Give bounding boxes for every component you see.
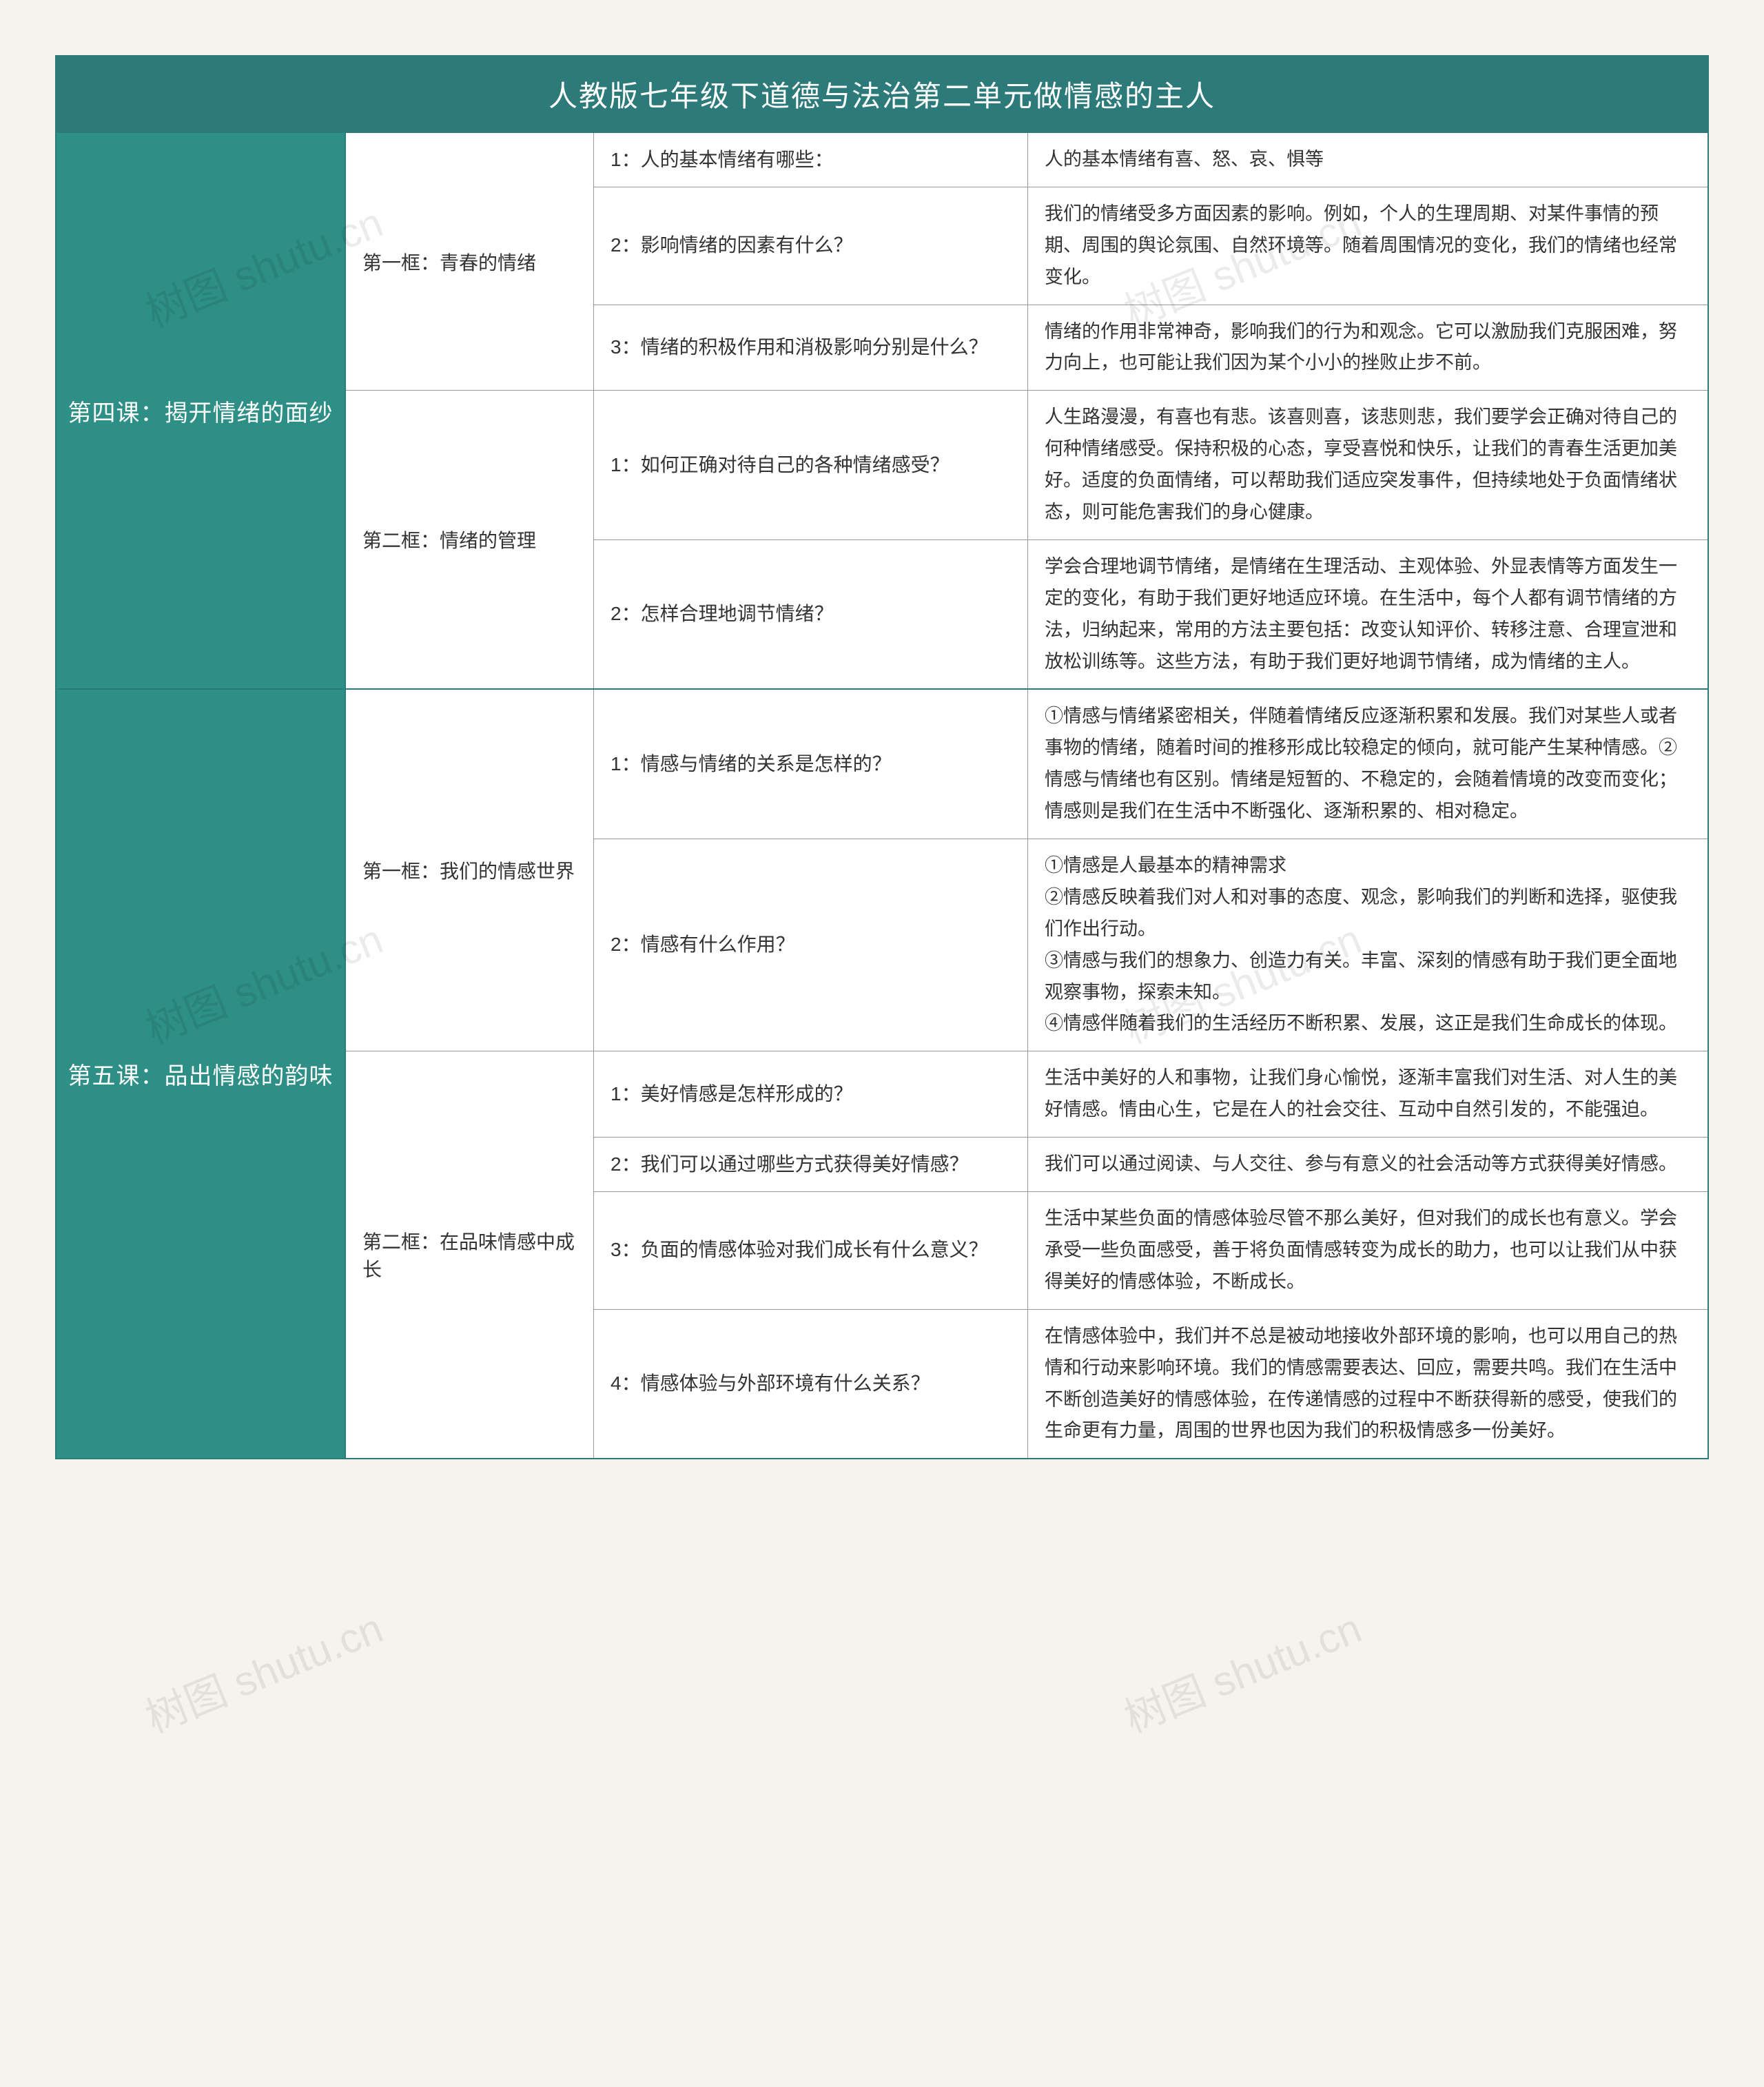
- question-cell: 3：负面的情感体验对我们成长有什么意义？: [594, 1192, 1028, 1309]
- page-wrap: 人教版七年级下道德与法治第二单元做情感的主人 第四课：揭开情绪的面纱第一框：青春…: [55, 55, 1709, 1459]
- qa-wrap: 1：情感与情绪的关系是怎样的？①情感与情绪紧密相关，伴随着情绪反应逐渐积累和发展…: [594, 690, 1707, 1051]
- qa-row: 2：怎样合理地调节情绪？学会合理地调节情绪，是情绪在生理活动、主观体验、外显表情…: [594, 539, 1707, 689]
- diagram-table: 人教版七年级下道德与法治第二单元做情感的主人 第四课：揭开情绪的面纱第一框：青春…: [55, 55, 1709, 1459]
- frames-wrap: 第一框：我们的情感世界1：情感与情绪的关系是怎样的？①情感与情绪紧密相关，伴随着…: [346, 690, 1707, 1458]
- answer-cell: 我们的情绪受多方面因素的影响。例如，个人的生理周期、对某件事情的预期、周围的舆论…: [1028, 187, 1707, 305]
- answer-cell: 生活中美好的人和事物，让我们身心愉悦，逐渐丰富我们对生活、对人生的美好情感。情由…: [1028, 1051, 1707, 1137]
- answer-cell: ①情感与情绪紧密相关，伴随着情绪反应逐渐积累和发展。我们对某些人或者事物的情绪，…: [1028, 690, 1707, 839]
- qa-row: 1：情感与情绪的关系是怎样的？①情感与情绪紧密相关，伴随着情绪反应逐渐积累和发展…: [594, 690, 1707, 839]
- question-cell: 4：情感体验与外部环境有什么关系？: [594, 1310, 1028, 1459]
- qa-row: 2：我们可以通过哪些方式获得美好情感？我们可以通过阅读、与人交往、参与有意义的社…: [594, 1137, 1707, 1191]
- question-cell: 2：我们可以通过哪些方式获得美好情感？: [594, 1138, 1028, 1191]
- question-cell: 1：如何正确对待自己的各种情绪感受？: [594, 391, 1028, 539]
- qa-row: 3：情绪的积极作用和消极影响分别是什么？情绪的作用非常神奇，影响我们的行为和观念…: [594, 305, 1707, 391]
- answer-cell: 在情感体验中，我们并不总是被动地接收外部环境的影响，也可以用自己的热情和行动来影…: [1028, 1310, 1707, 1459]
- frame-cell: 第二框：情绪的管理: [346, 391, 594, 688]
- answer-cell: 学会合理地调节情绪，是情绪在生理活动、主观体验、外显表情等方面发生一定的变化，有…: [1028, 540, 1707, 689]
- watermark: 树图 shutu.cn: [136, 1595, 391, 1745]
- frame-cell: 第一框：我们的情感世界: [346, 690, 594, 1051]
- qa-row: 3：负面的情感体验对我们成长有什么意义？生活中某些负面的情感体验尽管不那么美好，…: [594, 1191, 1707, 1309]
- frame-row: 第一框：我们的情感世界1：情感与情绪的关系是怎样的？①情感与情绪紧密相关，伴随着…: [346, 690, 1707, 1051]
- question-cell: 1：人的基本情绪有哪些：: [594, 133, 1028, 187]
- question-cell: 3：情绪的积极作用和消极影响分别是什么？: [594, 305, 1028, 391]
- qa-row: 2：影响情绪的因素有什么？我们的情绪受多方面因素的影响。例如，个人的生理周期、对…: [594, 187, 1707, 305]
- frame-cell: 第二框：在品味情感中成长: [346, 1051, 594, 1458]
- answer-cell: ①情感是人最基本的精神需求 ②情感反映着我们对人和对事的态度、观念，影响我们的判…: [1028, 839, 1707, 1051]
- question-cell: 2：影响情绪的因素有什么？: [594, 187, 1028, 305]
- qa-row: 1：美好情感是怎样形成的？生活中美好的人和事物，让我们身心愉悦，逐渐丰富我们对生…: [594, 1051, 1707, 1137]
- answer-cell: 人生路漫漫，有喜也有悲。该喜则喜，该悲则悲，我们要学会正确对待自己的何种情绪感受…: [1028, 391, 1707, 539]
- qa-row: 2：情感有什么作用？①情感是人最基本的精神需求 ②情感反映着我们对人和对事的态度…: [594, 839, 1707, 1051]
- question-cell: 2：情感有什么作用？: [594, 839, 1028, 1051]
- answer-cell: 人的基本情绪有喜、怒、哀、惧等: [1028, 133, 1707, 187]
- qa-wrap: 1：美好情感是怎样形成的？生活中美好的人和事物，让我们身心愉悦，逐渐丰富我们对生…: [594, 1051, 1707, 1458]
- frame-row: 第二框：情绪的管理1：如何正确对待自己的各种情绪感受？人生路漫漫，有喜也有悲。该…: [346, 390, 1707, 688]
- question-cell: 1：美好情感是怎样形成的？: [594, 1051, 1028, 1137]
- lesson-row: 第五课：品出情感的韵味第一框：我们的情感世界1：情感与情绪的关系是怎样的？①情感…: [57, 688, 1707, 1458]
- qa-wrap: 1：人的基本情绪有哪些：人的基本情绪有喜、怒、哀、惧等2：影响情绪的因素有什么？…: [594, 133, 1707, 390]
- lesson-row: 第四课：揭开情绪的面纱第一框：青春的情绪1：人的基本情绪有哪些：人的基本情绪有喜…: [57, 133, 1707, 688]
- answer-cell: 我们可以通过阅读、与人交往、参与有意义的社会活动等方式获得美好情感。: [1028, 1138, 1707, 1191]
- frames-wrap: 第一框：青春的情绪1：人的基本情绪有哪些：人的基本情绪有喜、怒、哀、惧等2：影响…: [346, 133, 1707, 688]
- watermark: 树图 shutu.cn: [1114, 1595, 1369, 1745]
- frame-row: 第一框：青春的情绪1：人的基本情绪有哪些：人的基本情绪有喜、怒、哀、惧等2：影响…: [346, 133, 1707, 390]
- qa-row: 4：情感体验与外部环境有什么关系？在情感体验中，我们并不总是被动地接收外部环境的…: [594, 1309, 1707, 1459]
- qa-wrap: 1：如何正确对待自己的各种情绪感受？人生路漫漫，有喜也有悲。该喜则喜，该悲则悲，…: [594, 391, 1707, 688]
- lesson-cell: 第五课：品出情感的韵味: [57, 690, 346, 1458]
- page-title: 人教版七年级下道德与法治第二单元做情感的主人: [57, 56, 1707, 133]
- frame-cell: 第一框：青春的情绪: [346, 133, 594, 390]
- question-cell: 1：情感与情绪的关系是怎样的？: [594, 690, 1028, 839]
- answer-cell: 生活中某些负面的情感体验尽管不那么美好，但对我们的成长也有意义。学会承受一些负面…: [1028, 1192, 1707, 1309]
- answer-cell: 情绪的作用非常神奇，影响我们的行为和观念。它可以激励我们克服困难，努力向上，也可…: [1028, 305, 1707, 391]
- frame-row: 第二框：在品味情感中成长1：美好情感是怎样形成的？生活中美好的人和事物，让我们身…: [346, 1051, 1707, 1458]
- lesson-cell: 第四课：揭开情绪的面纱: [57, 133, 346, 688]
- qa-row: 1：人的基本情绪有哪些：人的基本情绪有喜、怒、哀、惧等: [594, 133, 1707, 187]
- question-cell: 2：怎样合理地调节情绪？: [594, 540, 1028, 689]
- qa-row: 1：如何正确对待自己的各种情绪感受？人生路漫漫，有喜也有悲。该喜则喜，该悲则悲，…: [594, 391, 1707, 539]
